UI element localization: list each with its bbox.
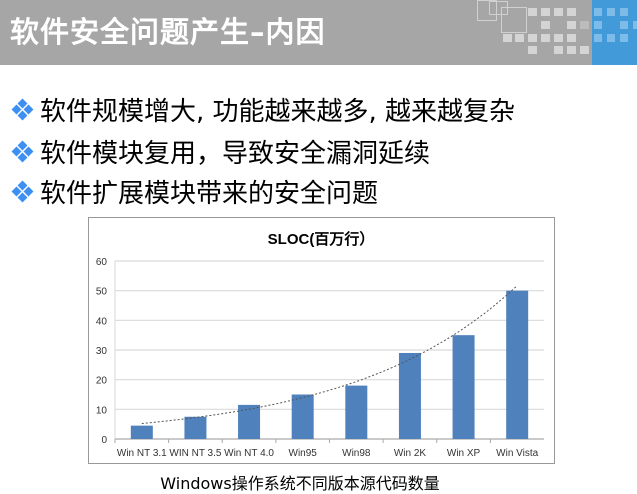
x-tick-label: WIN NT 3.5 xyxy=(169,448,221,459)
sloc-chart: SLOC(百万行） 0 10 20 30 40 50 60 Win NT 3.1 WIN NT … xyxy=(88,217,555,464)
trendline xyxy=(141,285,518,424)
bullet-item: 软件扩展模块带来的安全问题 xyxy=(11,173,379,210)
bar xyxy=(184,416,207,439)
bullet-text: 软件模块复用，导致安全漏洞延续 xyxy=(40,139,431,169)
bar xyxy=(130,425,153,439)
bar xyxy=(291,394,314,439)
bullet-text: 软件扩展模块带来的安全问题 xyxy=(40,179,379,209)
header-accent xyxy=(592,0,637,65)
y-tick-label: 50 xyxy=(96,287,108,298)
diamond-bullet-icon xyxy=(11,140,34,163)
bar xyxy=(506,290,529,439)
slide-header: 软件安全问题产生–内因 xyxy=(0,0,637,65)
x-tick-label: Win XP xyxy=(447,448,481,459)
decor-square xyxy=(489,1,508,15)
bar xyxy=(345,385,368,439)
bar xyxy=(238,404,261,439)
diamond-bullet-icon xyxy=(11,180,34,203)
bullet-item: 软件模块复用，导致安全漏洞延续 xyxy=(11,133,431,170)
x-tick-label: Win NT 3.1 xyxy=(117,448,167,459)
slide-title: 软件安全问题产生–内因 xyxy=(10,15,326,49)
y-tick-label: 10 xyxy=(96,405,108,416)
chart-svg: SLOC(百万行） 0 10 20 30 40 50 60 Win NT 3.1 WIN NT … xyxy=(96,230,544,459)
y-tick-label: 40 xyxy=(96,316,108,327)
y-tick-label: 60 xyxy=(96,257,108,268)
x-tick-label: Win Vista xyxy=(496,448,538,459)
y-tick-label: 0 xyxy=(101,435,107,446)
chart-caption: Windows操作系统不同版本源代码数量 xyxy=(160,474,440,493)
y-tick-label: 30 xyxy=(96,346,108,357)
bullet-item: 软件规模增大, 功能越来越多, 越来越复杂 xyxy=(11,91,516,128)
bar xyxy=(398,352,421,439)
x-tick-label: Win95 xyxy=(289,448,318,459)
bullet-text: 软件规模增大, 功能越来越多, 越来越复杂 xyxy=(40,97,516,127)
x-tick-label: Win NT 4.0 xyxy=(224,448,274,459)
x-tick-label: Win98 xyxy=(342,448,371,459)
diamond-bullet-icon xyxy=(11,98,34,121)
decor-square xyxy=(477,0,497,21)
chart-title: SLOC(百万行） xyxy=(268,230,375,248)
y-tick-label: 20 xyxy=(96,376,108,387)
bar xyxy=(452,335,475,439)
decor-square xyxy=(501,7,527,33)
x-tick-label: Win 2K xyxy=(394,448,427,459)
